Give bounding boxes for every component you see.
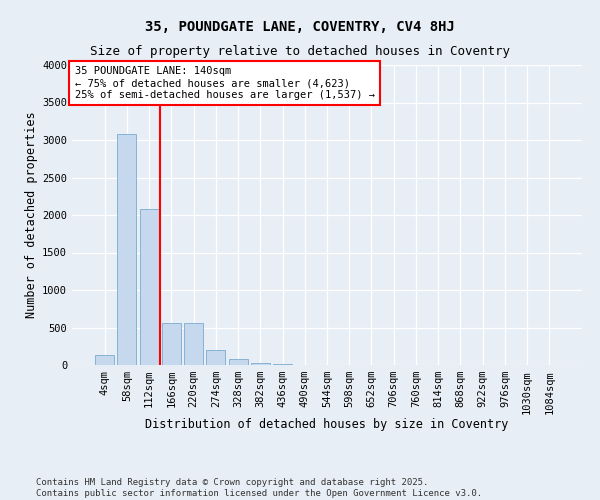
Bar	[140, 209, 158, 365]
Text: 35 POUNDGATE LANE: 140sqm
← 75% of detached houses are smaller (4,623)
25% of se: 35 POUNDGATE LANE: 140sqm ← 75% of detac…	[74, 66, 374, 100]
Bar	[162, 324, 181, 365]
Bar	[229, 360, 248, 365]
Bar	[273, 364, 292, 365]
Bar	[118, 134, 136, 365]
Bar	[184, 324, 203, 365]
Text: 35, POUNDGATE LANE, COVENTRY, CV4 8HJ: 35, POUNDGATE LANE, COVENTRY, CV4 8HJ	[145, 20, 455, 34]
Text: Size of property relative to detached houses in Coventry: Size of property relative to detached ho…	[90, 45, 510, 58]
Bar	[95, 355, 114, 365]
Y-axis label: Number of detached properties: Number of detached properties	[25, 112, 38, 318]
Bar	[251, 363, 270, 365]
Text: Contains HM Land Registry data © Crown copyright and database right 2025.
Contai: Contains HM Land Registry data © Crown c…	[36, 478, 482, 498]
X-axis label: Distribution of detached houses by size in Coventry: Distribution of detached houses by size …	[145, 418, 509, 431]
Bar	[206, 350, 225, 365]
